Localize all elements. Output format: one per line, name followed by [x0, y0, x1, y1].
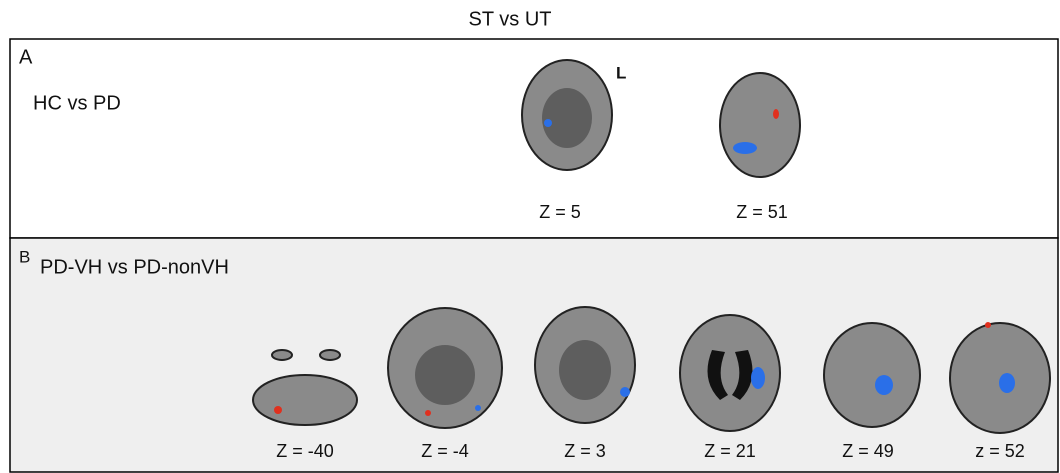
panel-letter: B [19, 247, 30, 266]
brain-slice [950, 322, 1050, 433]
slice-label: Z = 51 [736, 202, 788, 222]
slice-label: z = 52 [975, 441, 1025, 461]
comparison: PD-VH vs PD-nonVH [40, 256, 229, 278]
comparison: HC vs PD [33, 92, 121, 114]
brain-slice [720, 73, 800, 177]
slice-label: Z = 49 [842, 441, 894, 461]
slice-label: Z = -4 [421, 441, 469, 461]
orientation-label: L [616, 63, 626, 82]
brain-slice [535, 307, 635, 423]
slice-label: Z = 5 [539, 202, 581, 222]
figure: ST vs UT A HC vs PD L Z = 5 Z = 51 B PD-… [0, 0, 1060, 473]
slice-label: Z = 3 [564, 441, 606, 461]
brain-slice [680, 315, 780, 431]
panel-letter: A [19, 46, 33, 68]
slice-label: Z = -40 [276, 441, 334, 461]
figure-title: ST vs UT [469, 8, 552, 30]
brain-slice [824, 323, 920, 427]
slice-label: Z = 21 [704, 441, 756, 461]
brain-slice [522, 60, 612, 170]
brain-slice [388, 308, 502, 428]
